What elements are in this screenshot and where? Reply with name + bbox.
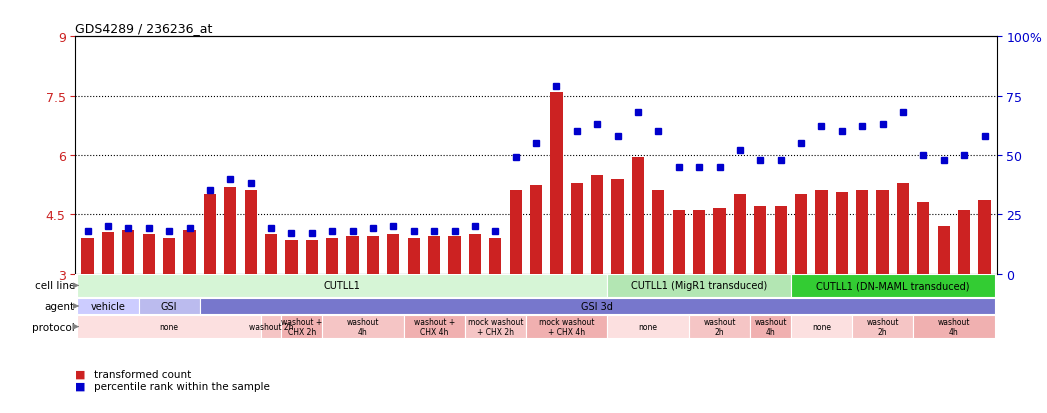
Bar	[607, 316, 689, 338]
Bar	[876, 191, 889, 274]
Bar	[407, 238, 420, 274]
Bar	[322, 316, 403, 338]
Bar	[282, 316, 322, 338]
Bar	[713, 209, 726, 274]
Text: GSI 3d: GSI 3d	[581, 301, 614, 311]
Bar	[852, 316, 913, 338]
Bar	[200, 298, 995, 314]
Bar	[750, 316, 790, 338]
Text: washout +
CHX 2h: washout + CHX 2h	[281, 318, 322, 336]
Text: cell line: cell line	[35, 281, 75, 291]
Text: vehicle: vehicle	[90, 301, 126, 311]
Bar	[632, 157, 644, 274]
Bar	[551, 93, 562, 274]
Text: none: none	[159, 322, 179, 331]
Bar	[142, 235, 155, 274]
Bar	[204, 195, 216, 274]
Text: washout
4h: washout 4h	[754, 318, 786, 336]
Bar	[734, 195, 747, 274]
Bar	[366, 236, 379, 274]
Text: ■: ■	[75, 381, 86, 391]
Text: CUTLL1: CUTLL1	[324, 281, 361, 291]
Bar	[693, 211, 706, 274]
Text: mock washout
+ CHX 4h: mock washout + CHX 4h	[539, 318, 595, 336]
Bar	[607, 275, 790, 297]
Text: washout +
CHX 4h: washout + CHX 4h	[414, 318, 454, 336]
Bar	[403, 316, 465, 338]
Bar	[913, 316, 995, 338]
Bar	[611, 179, 624, 274]
Bar	[526, 316, 607, 338]
Bar	[261, 316, 282, 338]
Bar	[465, 316, 526, 338]
Bar	[938, 227, 950, 274]
Bar	[469, 235, 481, 274]
Bar	[836, 193, 848, 274]
Bar	[652, 191, 665, 274]
Bar	[530, 185, 542, 274]
Text: CUTLL1 (DN-MAML transduced): CUTLL1 (DN-MAML transduced)	[816, 281, 970, 291]
Text: mock washout
+ CHX 2h: mock washout + CHX 2h	[468, 318, 524, 336]
Bar	[958, 211, 971, 274]
Bar	[795, 195, 807, 274]
Bar	[387, 235, 400, 274]
Text: washout
4h: washout 4h	[347, 318, 379, 336]
Text: GSI: GSI	[161, 301, 177, 311]
Bar	[183, 230, 196, 274]
Bar	[77, 298, 138, 314]
Bar	[856, 191, 868, 274]
Bar	[306, 240, 318, 274]
Text: GDS4289 / 236236_at: GDS4289 / 236236_at	[75, 21, 213, 35]
Text: agent: agent	[45, 301, 75, 311]
Bar	[775, 207, 786, 274]
Bar	[326, 238, 338, 274]
Text: transformed count: transformed count	[94, 369, 192, 379]
Bar	[816, 191, 827, 274]
Text: ■: ■	[75, 369, 86, 379]
Bar	[245, 191, 257, 274]
Bar	[510, 191, 521, 274]
Bar	[672, 211, 685, 274]
Bar	[790, 275, 995, 297]
Bar	[77, 275, 607, 297]
Bar	[224, 187, 237, 274]
Bar	[571, 183, 583, 274]
Bar	[265, 235, 277, 274]
Bar	[689, 316, 750, 338]
Bar	[82, 238, 94, 274]
Text: percentile rank within the sample: percentile rank within the sample	[94, 381, 270, 391]
Bar	[489, 238, 502, 274]
Bar	[754, 207, 766, 274]
Bar	[286, 240, 297, 274]
Text: washout 2h: washout 2h	[249, 322, 293, 331]
Bar	[592, 175, 603, 274]
Text: CUTLL1 (MigR1 transduced): CUTLL1 (MigR1 transduced)	[631, 281, 767, 291]
Bar	[122, 230, 134, 274]
Text: washout
2h: washout 2h	[866, 318, 898, 336]
Bar	[138, 298, 200, 314]
Bar	[790, 316, 852, 338]
Bar	[163, 238, 175, 274]
Text: protocol: protocol	[32, 322, 75, 332]
Text: washout
4h: washout 4h	[938, 318, 971, 336]
Bar	[978, 201, 990, 274]
Bar	[897, 183, 909, 274]
Bar	[448, 236, 461, 274]
Text: none: none	[639, 322, 658, 331]
Bar	[917, 203, 930, 274]
Text: washout
2h: washout 2h	[704, 318, 736, 336]
Text: none: none	[811, 322, 831, 331]
Bar	[347, 236, 359, 274]
Bar	[102, 233, 114, 274]
Bar	[428, 236, 440, 274]
Bar	[77, 316, 261, 338]
